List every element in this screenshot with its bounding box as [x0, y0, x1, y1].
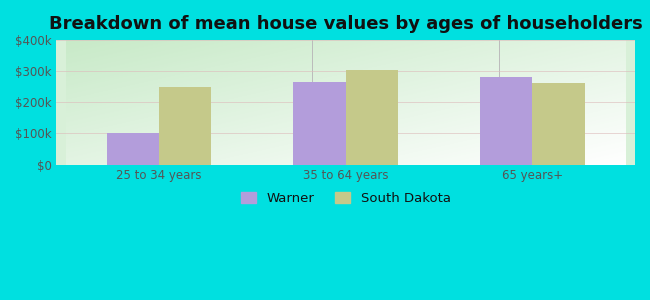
- Bar: [159, 87, 211, 165]
- Title: Breakdown of mean house values by ages of householders: Breakdown of mean house values by ages o…: [49, 15, 643, 33]
- Bar: [294, 82, 346, 165]
- Bar: [532, 83, 584, 165]
- Legend: Warner, South Dakota: Warner, South Dakota: [235, 186, 456, 210]
- Bar: [480, 77, 532, 165]
- Bar: [107, 133, 159, 165]
- Bar: [346, 70, 398, 165]
